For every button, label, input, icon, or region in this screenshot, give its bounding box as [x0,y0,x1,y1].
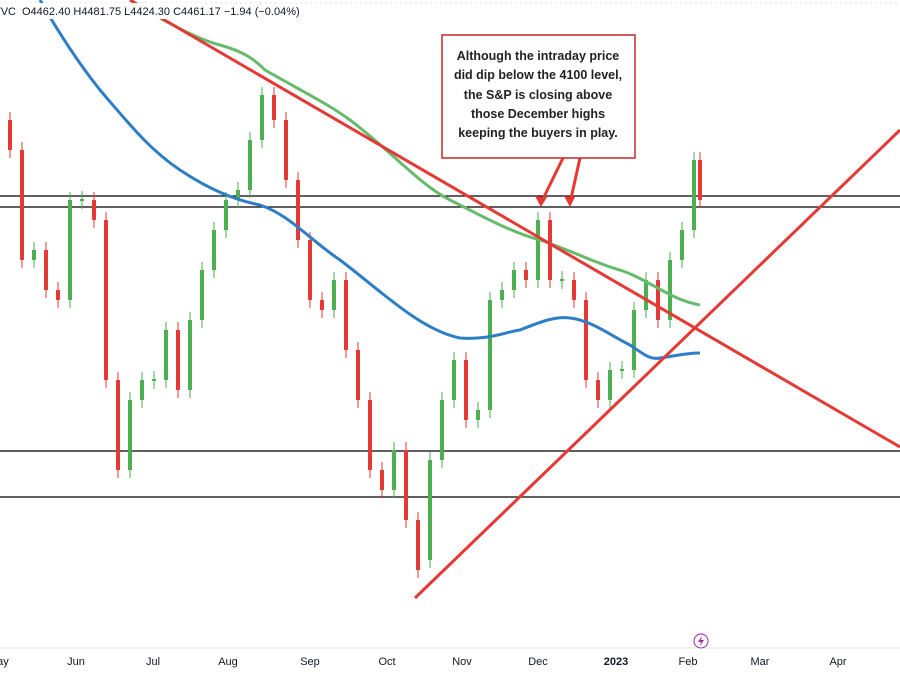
x-label: Dec [528,656,548,668]
x-label: May [0,656,9,668]
x-label: Nov [452,656,472,668]
x-label: Feb [679,656,698,668]
green-bodies [32,95,696,560]
x-label: Sep [300,656,320,668]
moving-average-green [129,0,701,307]
annotation-line: did dip below the 4100 level, [454,68,622,82]
x-label: Jun [67,656,85,668]
red-bodies [8,95,702,570]
annotation-line: those December highs [471,107,605,121]
annotation-line: the S&P is closing above [464,88,612,102]
arrow-heads [535,196,575,207]
resistance-trend-line [129,0,900,449]
moving-average-blue [38,0,701,360]
ohlc: O4462.40 H4481.75 L4424.30 C4461.17 −1.9… [22,6,300,18]
header-bg [0,3,205,19]
arrow-line [539,157,565,204]
symbol: TVC [0,6,16,18]
candles [8,87,702,578]
event-icon-bolt [698,636,704,646]
trend-lines [129,0,900,600]
x-label: Jul [146,656,160,668]
annotation-box [441,34,636,159]
annotation-line: keeping the buyers in play. [458,126,618,140]
x-label: 2023 [604,656,628,668]
support-trend-line [413,128,900,600]
annotation-line: Although the intraday price [457,49,620,63]
arrow-line [568,157,582,204]
levels [0,195,900,498]
x-label: Oct [378,656,395,668]
x-label: Apr [829,656,846,668]
x-label: Mar [751,656,770,668]
x-label: Aug [218,656,238,668]
